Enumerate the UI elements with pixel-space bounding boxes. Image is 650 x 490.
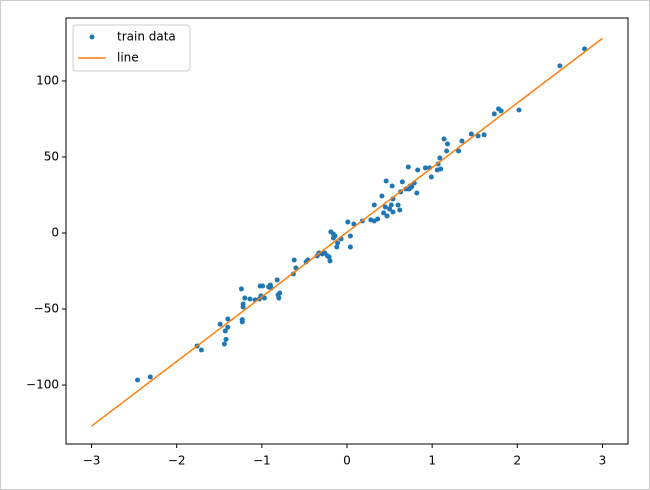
data-point <box>225 316 231 322</box>
data-point <box>332 233 338 239</box>
x-tick-label: −1 <box>253 454 271 468</box>
data-point <box>459 138 465 144</box>
legend-label: line <box>117 51 139 65</box>
data-point <box>395 202 401 208</box>
x-tick-label: −3 <box>83 454 101 468</box>
data-point <box>291 257 297 263</box>
data-point <box>375 216 381 222</box>
y-tick-label: −100 <box>26 378 59 392</box>
y-tick-label: 100 <box>36 73 59 87</box>
legend-box <box>72 24 191 72</box>
data-point <box>390 209 396 215</box>
data-point <box>225 324 231 330</box>
data-point <box>260 283 266 289</box>
data-point <box>240 301 246 307</box>
data-point <box>481 132 487 138</box>
data-point <box>217 321 223 327</box>
data-point <box>135 377 141 383</box>
data-point <box>334 244 340 250</box>
data-point <box>242 295 248 301</box>
data-point <box>397 207 403 213</box>
legend-label: train data <box>117 30 176 44</box>
x-tick-label: 2 <box>513 454 521 468</box>
y-tick-label: 50 <box>44 149 59 163</box>
x-tick-label: 3 <box>599 454 607 468</box>
data-point <box>456 148 462 154</box>
data-point <box>247 296 253 302</box>
data-point <box>382 204 388 210</box>
data-point <box>389 183 395 189</box>
data-point <box>428 174 434 180</box>
data-point <box>491 111 497 117</box>
data-point <box>468 131 474 137</box>
y-tick-label: −50 <box>34 301 59 315</box>
data-point <box>239 319 245 325</box>
data-point <box>381 210 387 216</box>
data-point <box>371 202 377 208</box>
data-point <box>379 193 385 199</box>
data-point <box>222 328 228 334</box>
data-point <box>405 164 411 170</box>
data-point <box>388 202 394 208</box>
data-point <box>147 374 153 380</box>
data-point <box>347 233 353 239</box>
data-point <box>444 141 450 147</box>
data-point <box>437 155 443 161</box>
data-point <box>516 107 522 113</box>
data-point <box>444 148 450 154</box>
data-point <box>422 165 428 171</box>
data-point <box>383 178 389 184</box>
data-point <box>327 258 333 264</box>
data-point <box>277 290 283 296</box>
data-point <box>276 295 282 301</box>
data-point <box>475 133 481 139</box>
data-point <box>387 206 393 212</box>
data-point <box>261 295 267 301</box>
data-point <box>399 179 405 185</box>
data-point <box>414 190 420 196</box>
data-point <box>221 341 227 347</box>
data-point <box>415 167 421 173</box>
data-point <box>326 254 332 260</box>
x-tick-label: 0 <box>343 454 351 468</box>
x-tick-label: −2 <box>168 454 186 468</box>
data-point <box>557 63 563 69</box>
y-tick-label: 0 <box>51 225 59 239</box>
data-point <box>223 336 229 342</box>
data-point <box>274 277 280 283</box>
data-point <box>409 184 415 190</box>
data-point <box>345 219 351 225</box>
legend: train data line <box>72 24 191 72</box>
data-point <box>438 166 444 172</box>
data-point <box>498 108 504 114</box>
data-point <box>198 347 204 353</box>
legend-marker <box>89 34 95 40</box>
data-point <box>347 244 353 250</box>
data-point <box>238 286 244 292</box>
plot-frame <box>65 17 629 445</box>
line <box>91 37 603 427</box>
data-point <box>335 240 341 246</box>
x-tick-label: 1 <box>428 454 436 468</box>
data-point <box>441 136 447 142</box>
data-point <box>384 213 390 219</box>
